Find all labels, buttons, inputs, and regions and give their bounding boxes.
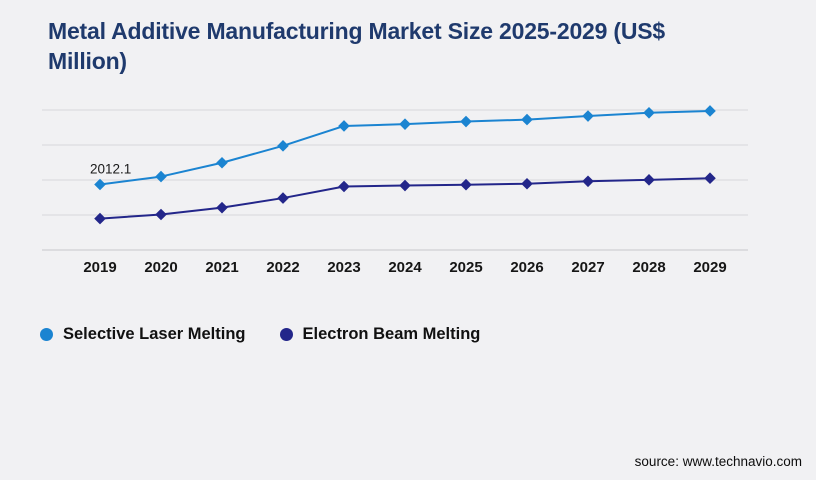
data-point-marker-icon [582, 175, 594, 188]
data-point-marker-icon [521, 177, 533, 190]
data-point-marker-icon [277, 192, 289, 204]
x-axis-label: 2025 [449, 259, 482, 276]
legend-item-electron-beam-melting: Electron Beam Melting [279, 325, 481, 344]
chart-legend: Selective Laser Melting Electron Beam Me… [40, 325, 480, 344]
x-axis-label: 2026 [510, 259, 543, 276]
data-point-marker-icon [216, 201, 228, 214]
x-axis-label: 2020 [144, 259, 177, 276]
data-point-marker-icon [277, 140, 289, 152]
x-axis-label: 2019 [83, 259, 116, 276]
x-axis-label: 2029 [693, 259, 726, 276]
legend-item-selective-laser-melting: Selective Laser Melting [40, 325, 246, 344]
data-point-marker-icon [399, 118, 411, 130]
data-point-marker-icon [338, 180, 350, 193]
legend-marker-selective-laser-melting-icon [40, 328, 53, 341]
data-point-marker-icon [582, 110, 594, 122]
source-attribution: source: www.technavio.com [634, 454, 802, 469]
data-point-marker-icon [704, 172, 716, 185]
chart-title: Metal Additive Manufacturing Market Size… [48, 16, 665, 76]
data-point-marker-icon [399, 179, 411, 192]
x-axis-label: 2021 [205, 259, 238, 276]
x-axis-label: 2028 [632, 259, 665, 276]
data-point-marker-icon [94, 212, 106, 225]
data-point-label: 2012.1 [90, 161, 131, 176]
data-point-marker-icon [643, 174, 655, 186]
data-point-marker-icon [338, 120, 350, 132]
chart-title-line1: Metal Additive Manufacturing Market Size… [48, 18, 666, 44]
x-axis-label: 2024 [388, 259, 422, 276]
data-point-marker-icon [216, 156, 228, 169]
data-point-marker-icon [94, 178, 106, 191]
data-point-marker-icon [155, 170, 167, 183]
legend-label-selective-laser-melting: Selective Laser Melting [63, 325, 246, 343]
data-point-marker-icon [460, 178, 472, 191]
data-point-marker-icon [155, 208, 167, 221]
data-point-marker-icon [521, 113, 533, 126]
legend-marker-electron-beam-melting-icon [279, 328, 293, 341]
x-axis-label: 2023 [327, 259, 360, 276]
chart-title-line2: Million) [48, 48, 127, 74]
x-axis-label: 2022 [266, 259, 299, 276]
x-axis-label: 2027 [571, 259, 604, 276]
data-point-marker-icon [460, 115, 472, 128]
legend-label-electron-beam-melting: Electron Beam Melting [302, 325, 481, 343]
data-point-marker-icon [643, 106, 655, 119]
data-point-marker-icon [704, 105, 716, 117]
